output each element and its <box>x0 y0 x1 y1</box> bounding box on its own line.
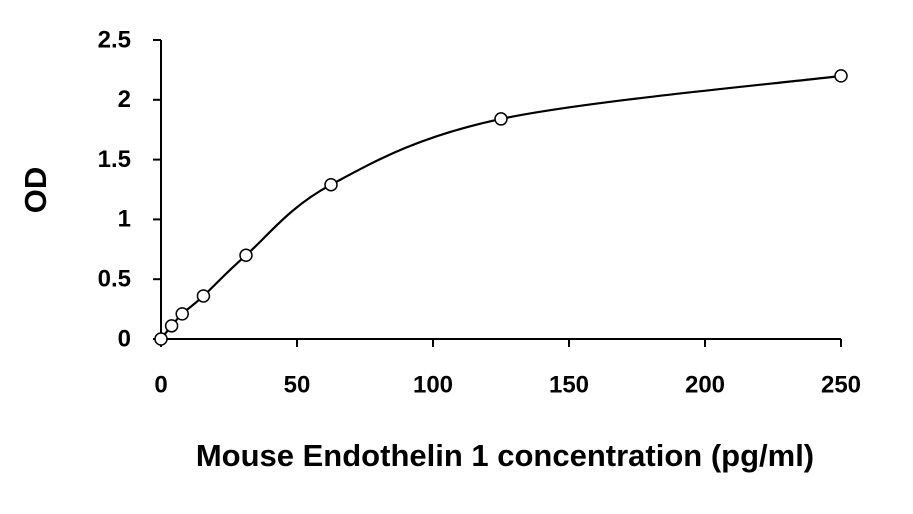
data-point <box>175 307 189 321</box>
data-point <box>196 289 211 303</box>
x-tick-label: 50 <box>284 371 311 398</box>
data-point <box>834 69 848 83</box>
y-tick-label: 2.5 <box>98 26 131 53</box>
data-point <box>324 177 338 192</box>
x-tick-label: 100 <box>413 371 453 398</box>
x-tick-label: 250 <box>821 371 861 398</box>
x-axis-title: Mouse Endothelin 1 concentration (pg/ml) <box>196 438 814 473</box>
x-tick-label: 0 <box>154 371 167 398</box>
fit-curve <box>160 74 842 340</box>
y-tick-label: 1 <box>118 206 131 233</box>
x-tick-label: 150 <box>549 371 589 398</box>
x-tick-label: 200 <box>685 371 725 398</box>
y-tick-label: 2 <box>118 86 131 113</box>
data-point <box>154 332 168 346</box>
y-tick-label: 0.5 <box>98 266 131 293</box>
y-tick-label: 0 <box>118 325 131 352</box>
data-point <box>494 112 508 126</box>
data-point <box>239 248 253 263</box>
y-tick-label: 1.5 <box>98 146 131 173</box>
y-axis-title: OD <box>18 167 53 214</box>
data-point <box>164 319 179 333</box>
